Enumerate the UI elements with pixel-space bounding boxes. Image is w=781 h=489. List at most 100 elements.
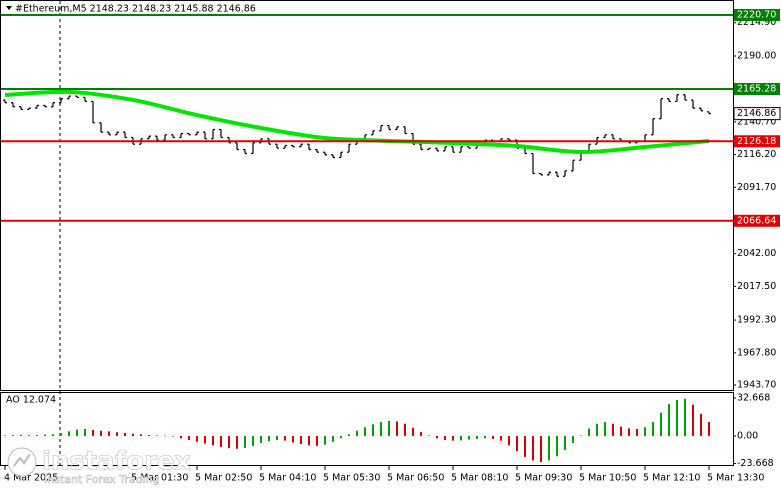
ao-bar — [468, 435, 470, 440]
candle — [51, 102, 55, 108]
ao-bar — [180, 435, 182, 439]
candle — [403, 126, 407, 135]
ao-bar — [476, 435, 478, 439]
level-label: 2165.28 — [737, 84, 776, 95]
candle — [155, 135, 159, 141]
candle — [339, 151, 343, 159]
ao-bar — [380, 422, 382, 436]
ao-bar — [196, 435, 198, 442]
candle — [571, 159, 575, 172]
ao-bar — [188, 435, 190, 441]
candle — [171, 134, 175, 139]
ao-bar — [500, 435, 502, 441]
candle — [611, 134, 615, 140]
candle — [691, 99, 695, 109]
x-tick-label: 5 Mar 08:10 — [451, 473, 508, 484]
y-tick-label: 2091.70 — [737, 182, 776, 193]
ao-bar — [604, 422, 606, 436]
ao-bar — [28, 435, 30, 436]
menu-arrow — [6, 6, 12, 10]
ao-bar — [676, 399, 678, 436]
ao-bar — [244, 435, 246, 448]
level-label-box — [734, 135, 780, 148]
x-tick-label: 5 Mar 01:30 — [131, 473, 188, 484]
ao-bar — [324, 435, 326, 445]
x-tick-label: 5 Mar 02:50 — [195, 473, 252, 484]
ao-bar — [276, 435, 278, 441]
ao-bar — [316, 435, 318, 446]
candle — [395, 126, 399, 131]
candle — [35, 104, 39, 109]
ao-bar — [84, 429, 86, 436]
ao-bar — [68, 431, 70, 436]
ao-bar — [220, 435, 222, 448]
ao-bar — [132, 433, 134, 436]
ao-bar — [364, 427, 366, 436]
ao-panel-frame — [0, 392, 734, 466]
level-label: 2066.64 — [737, 215, 776, 226]
candle — [539, 172, 543, 176]
ao-bar — [612, 423, 614, 436]
ao-bar — [44, 434, 46, 436]
current-price-label: 2146.86 — [737, 108, 776, 119]
ao-bar — [108, 431, 110, 436]
ao-bar — [268, 435, 270, 442]
candle — [323, 151, 327, 156]
candle — [443, 146, 447, 152]
y-tick-label: 2214.90 — [737, 17, 776, 28]
ao-bar — [172, 435, 174, 437]
candle — [347, 143, 351, 153]
ao-bar — [284, 435, 286, 441]
ao-bar — [412, 427, 414, 436]
candle — [667, 98, 671, 103]
ao-bar — [52, 434, 54, 436]
x-tick-label: 5 Mar 10:50 — [579, 473, 636, 484]
ao-bar — [404, 423, 406, 436]
candle — [99, 122, 103, 133]
candle — [163, 134, 167, 141]
candle — [419, 143, 423, 151]
ao-bar — [572, 435, 574, 443]
level-label: 2220.70 — [737, 10, 776, 21]
y-tick-label: -23.668 — [737, 458, 774, 469]
ao-bar — [588, 428, 590, 436]
candle — [699, 107, 703, 112]
ao-bar — [212, 435, 214, 446]
ao-bar — [292, 435, 294, 443]
candle — [203, 131, 207, 140]
ao-bar — [388, 420, 390, 436]
candle — [147, 135, 151, 140]
ao-bar — [620, 426, 622, 436]
candle — [59, 98, 63, 104]
x-tick-label: 4 Mar 2025 — [4, 473, 58, 484]
candle — [115, 131, 119, 136]
ao-bar — [708, 421, 710, 436]
ao-bar — [428, 435, 430, 436]
candle — [555, 171, 559, 177]
main-panel-frame — [0, 0, 734, 391]
level-label-box — [734, 9, 780, 21]
ao-bar — [540, 435, 542, 463]
candle — [27, 107, 31, 111]
y-tick-label: 32.668 — [737, 393, 770, 404]
current-price-box — [733, 107, 781, 121]
candle — [19, 106, 23, 111]
ao-bar — [564, 435, 566, 450]
ao-bar — [636, 429, 638, 436]
moving-average — [4, 89, 710, 155]
level-label-box — [734, 83, 780, 96]
ao-bar — [460, 435, 462, 441]
ao-bar — [228, 435, 230, 449]
candle — [235, 142, 239, 151]
candle — [379, 124, 383, 132]
candle — [707, 111, 711, 115]
candle — [427, 147, 431, 151]
ao-bar — [76, 429, 78, 436]
ao-bar — [124, 432, 126, 436]
chart-title: #Ethereum,M5 2148.23 2148.23 2145.88 214… — [15, 4, 256, 15]
watermark-tagline: Instant Forex Trading — [44, 473, 160, 486]
candle — [683, 94, 687, 101]
ao-bar — [452, 435, 454, 441]
candle — [459, 146, 463, 153]
